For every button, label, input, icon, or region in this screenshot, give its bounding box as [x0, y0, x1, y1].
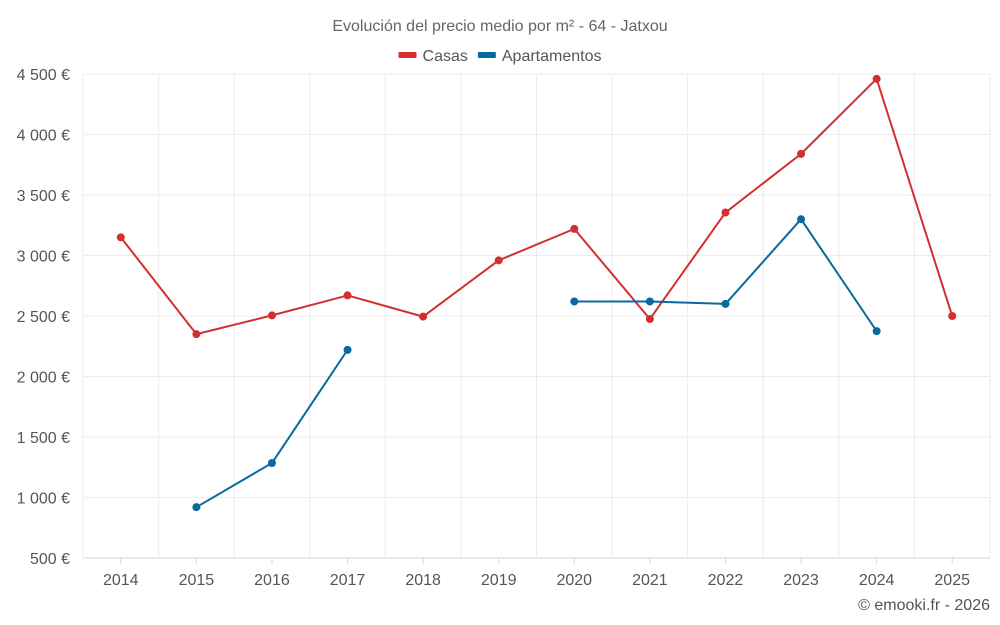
series-line [574, 218, 878, 332]
data-point [721, 299, 730, 308]
legend-swatch [477, 52, 496, 58]
series-layer [116, 74, 957, 512]
legend-label: Casas [423, 48, 468, 65]
series-apartamentos [192, 215, 881, 512]
y-tick-label: 2 500 € [17, 309, 70, 326]
data-point [419, 312, 428, 321]
series-casas [116, 74, 957, 339]
data-point [494, 256, 503, 265]
data-point [116, 233, 125, 242]
y-tick-label: 3 500 € [17, 188, 70, 205]
y-tick-label: 4 500 € [17, 67, 70, 84]
data-point [192, 503, 201, 512]
data-point [797, 215, 806, 224]
x-tick-label: 2022 [708, 572, 744, 589]
x-tick-label: 2021 [632, 572, 668, 589]
x-tick-label: 2018 [405, 572, 441, 589]
data-point [343, 291, 352, 300]
data-point [948, 312, 957, 320]
x-tick-label: 2023 [783, 572, 819, 589]
y-tick-label: 4 000 € [17, 128, 70, 145]
data-point [645, 297, 654, 306]
y-tick-label: 1 000 € [17, 491, 70, 508]
x-tick-label: 2016 [254, 572, 290, 589]
x-tick-label: 2024 [859, 572, 895, 589]
legend: Casas Apartamentos [398, 48, 602, 65]
y-tick-label: 1 500 € [17, 430, 70, 447]
series-line [195, 349, 349, 509]
legend-swatch [398, 52, 417, 58]
x-tick-label: 2020 [556, 572, 592, 589]
data-point [721, 208, 730, 217]
y-tick-label: 500 € [30, 551, 70, 568]
data-point [192, 330, 201, 339]
data-point [872, 74, 881, 83]
x-tick-label: 2014 [103, 572, 139, 589]
x-tick-label: 2017 [330, 572, 366, 589]
data-point [570, 224, 579, 233]
data-point [267, 459, 276, 468]
data-point [267, 311, 276, 320]
x-tick-label: 2015 [179, 572, 215, 589]
grid [82, 73, 991, 558]
credit-text: © emooki.fr - 2026 [858, 597, 990, 614]
data-point [872, 327, 881, 336]
x-tick-label: 2019 [481, 572, 517, 589]
chart-title: Evolución del precio medio por m² - 64 -… [332, 18, 667, 35]
data-point [797, 149, 806, 158]
legend-label: Apartamentos [502, 48, 602, 65]
data-point [343, 345, 352, 354]
data-point [570, 297, 579, 306]
series-line [120, 77, 954, 336]
data-point [645, 315, 654, 324]
axes: 500 € 1 000 € 1 500 € 2 000 € 2 500 € 3 000 €… [17, 67, 990, 589]
x-tick-label: 2025 [934, 572, 970, 589]
y-tick-label: 2 000 € [17, 370, 70, 387]
y-tick-label: 3 000 € [17, 249, 70, 266]
